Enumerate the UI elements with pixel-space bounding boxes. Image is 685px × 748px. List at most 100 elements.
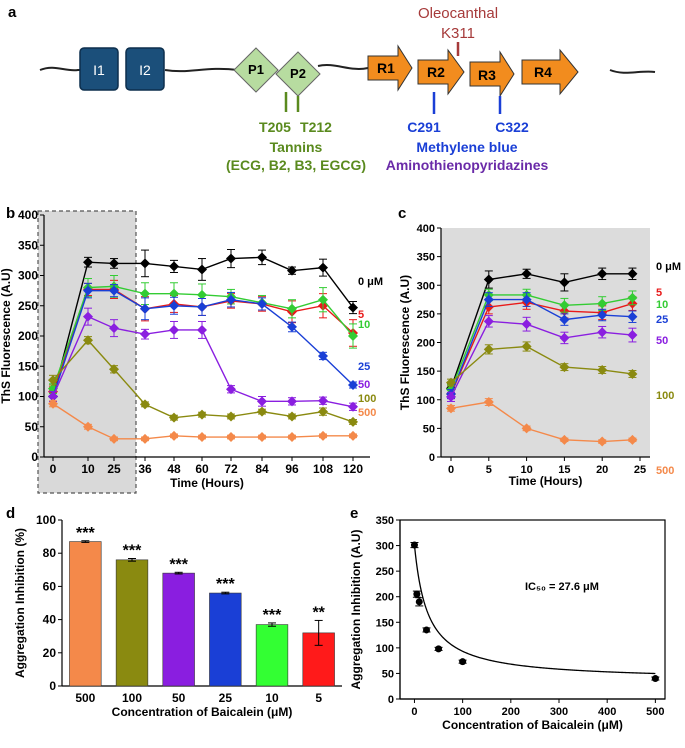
data-point: [483, 344, 494, 355]
data-point: [446, 377, 456, 388]
svg-text:P1: P1: [248, 62, 264, 77]
domain-r4: R4: [521, 48, 579, 96]
data-point: [483, 294, 494, 305]
y-tick-label: 150: [18, 359, 38, 373]
y-tick-label: 100: [376, 643, 394, 655]
data-point: [48, 398, 58, 409]
data-point: [627, 434, 638, 445]
domain-r3: R3: [469, 50, 515, 98]
y-tick-label: 350: [376, 515, 394, 527]
data-point: [435, 645, 443, 653]
y-tick-label: 150: [417, 366, 435, 378]
series-label: 500: [358, 407, 376, 419]
y-axis-label: ThS Fluorescence (A.U): [398, 275, 412, 410]
series-label: 500: [656, 465, 674, 477]
data-point: [483, 397, 494, 408]
data-point: [318, 294, 328, 305]
x-axis-label: Time (Hours): [509, 474, 583, 488]
panel-label-d: d: [6, 505, 15, 522]
series-label: 50: [656, 335, 668, 347]
y-tick-label: 0: [429, 452, 435, 464]
y-tick-label: 20: [43, 646, 57, 660]
series-label: 10: [358, 319, 370, 331]
data-point: [559, 434, 570, 445]
x-axis-label: Time (Hours): [170, 476, 244, 490]
data-point: [83, 311, 93, 322]
series-label: 5: [656, 287, 662, 299]
data-point: [169, 300, 179, 311]
data-point: [597, 327, 608, 338]
x-tick-label: 5: [315, 691, 322, 705]
data-point: [109, 258, 119, 269]
domain-i2: I2: [125, 47, 165, 91]
data-point: [559, 314, 570, 325]
shaded-region: [37, 210, 137, 494]
data-point: [348, 331, 358, 341]
data-point: [559, 300, 570, 311]
data-point: [83, 257, 93, 268]
x-tick-label: 0: [448, 464, 454, 476]
y-tick-label: 200: [376, 592, 394, 604]
data-point: [459, 658, 467, 666]
data-point: [287, 411, 297, 422]
x-tick-label: 0: [411, 706, 417, 718]
data-point: [483, 316, 494, 327]
svg-text:I1: I1: [93, 62, 105, 78]
bar-500: [69, 541, 102, 687]
x-tick-label: 0: [50, 462, 57, 476]
data-point: [348, 380, 358, 391]
y-tick-label: 250: [417, 309, 435, 321]
data-point: [169, 261, 179, 272]
y-tick-label: 200: [417, 338, 435, 350]
y-tick-label: 100: [36, 513, 56, 527]
data-point: [169, 288, 179, 299]
x-tick-label: 10: [265, 691, 279, 705]
series-label: 100: [656, 390, 674, 402]
x-tick-label: 25: [107, 462, 121, 476]
data-point: [226, 294, 236, 305]
data-point: [109, 323, 119, 334]
series-line-3: [450, 298, 633, 395]
y-tick-label: 300: [376, 541, 394, 553]
aminothienopyridazines-label: Aminothienopyridazines: [386, 157, 549, 173]
series-label: 5: [358, 309, 364, 321]
data-point: [257, 396, 267, 407]
series-line-0: [450, 273, 633, 389]
x-tick-label: 15: [558, 464, 570, 476]
y-tick-label: 200: [18, 329, 38, 343]
data-point: [410, 541, 418, 549]
data-point: [446, 391, 456, 402]
x-tick-label: 10: [520, 464, 532, 476]
data-point: [169, 324, 179, 335]
y-axis-label: Aggregation Inhibition (%): [13, 528, 27, 678]
series-line-1: [450, 301, 633, 395]
x-tick-label: 500: [75, 691, 95, 705]
y-tick-label: 0: [49, 679, 56, 693]
data-point: [597, 436, 608, 447]
data-point: [140, 399, 150, 410]
data-point: [318, 430, 328, 441]
x-tick-label: 50: [172, 691, 186, 705]
x-tick-label: 60: [195, 462, 209, 476]
domain-r1: R1: [367, 44, 413, 92]
fit-curve: [413, 544, 656, 675]
series-line-6: [450, 401, 633, 443]
data-point: [287, 432, 297, 443]
y-tick-label: 50: [423, 423, 435, 435]
data-point: [446, 403, 456, 414]
x-axis-label: Concentration of Baicalein (μM): [442, 718, 623, 732]
y-tick-label: 300: [18, 269, 38, 283]
series-label: 10: [656, 299, 668, 311]
y-tick-label: 0: [31, 450, 38, 464]
y-tick-label: 250: [376, 566, 394, 578]
data-point: [597, 364, 608, 375]
series-label: 0 μM: [358, 276, 383, 288]
y-axis-label: ThS Fluorescence (A.U): [0, 268, 13, 403]
y-tick-label: 0: [388, 694, 394, 706]
x-tick-label: 84: [255, 462, 269, 476]
data-point: [197, 264, 207, 275]
data-point: [287, 265, 297, 276]
y-tick-label: 100: [417, 395, 435, 407]
